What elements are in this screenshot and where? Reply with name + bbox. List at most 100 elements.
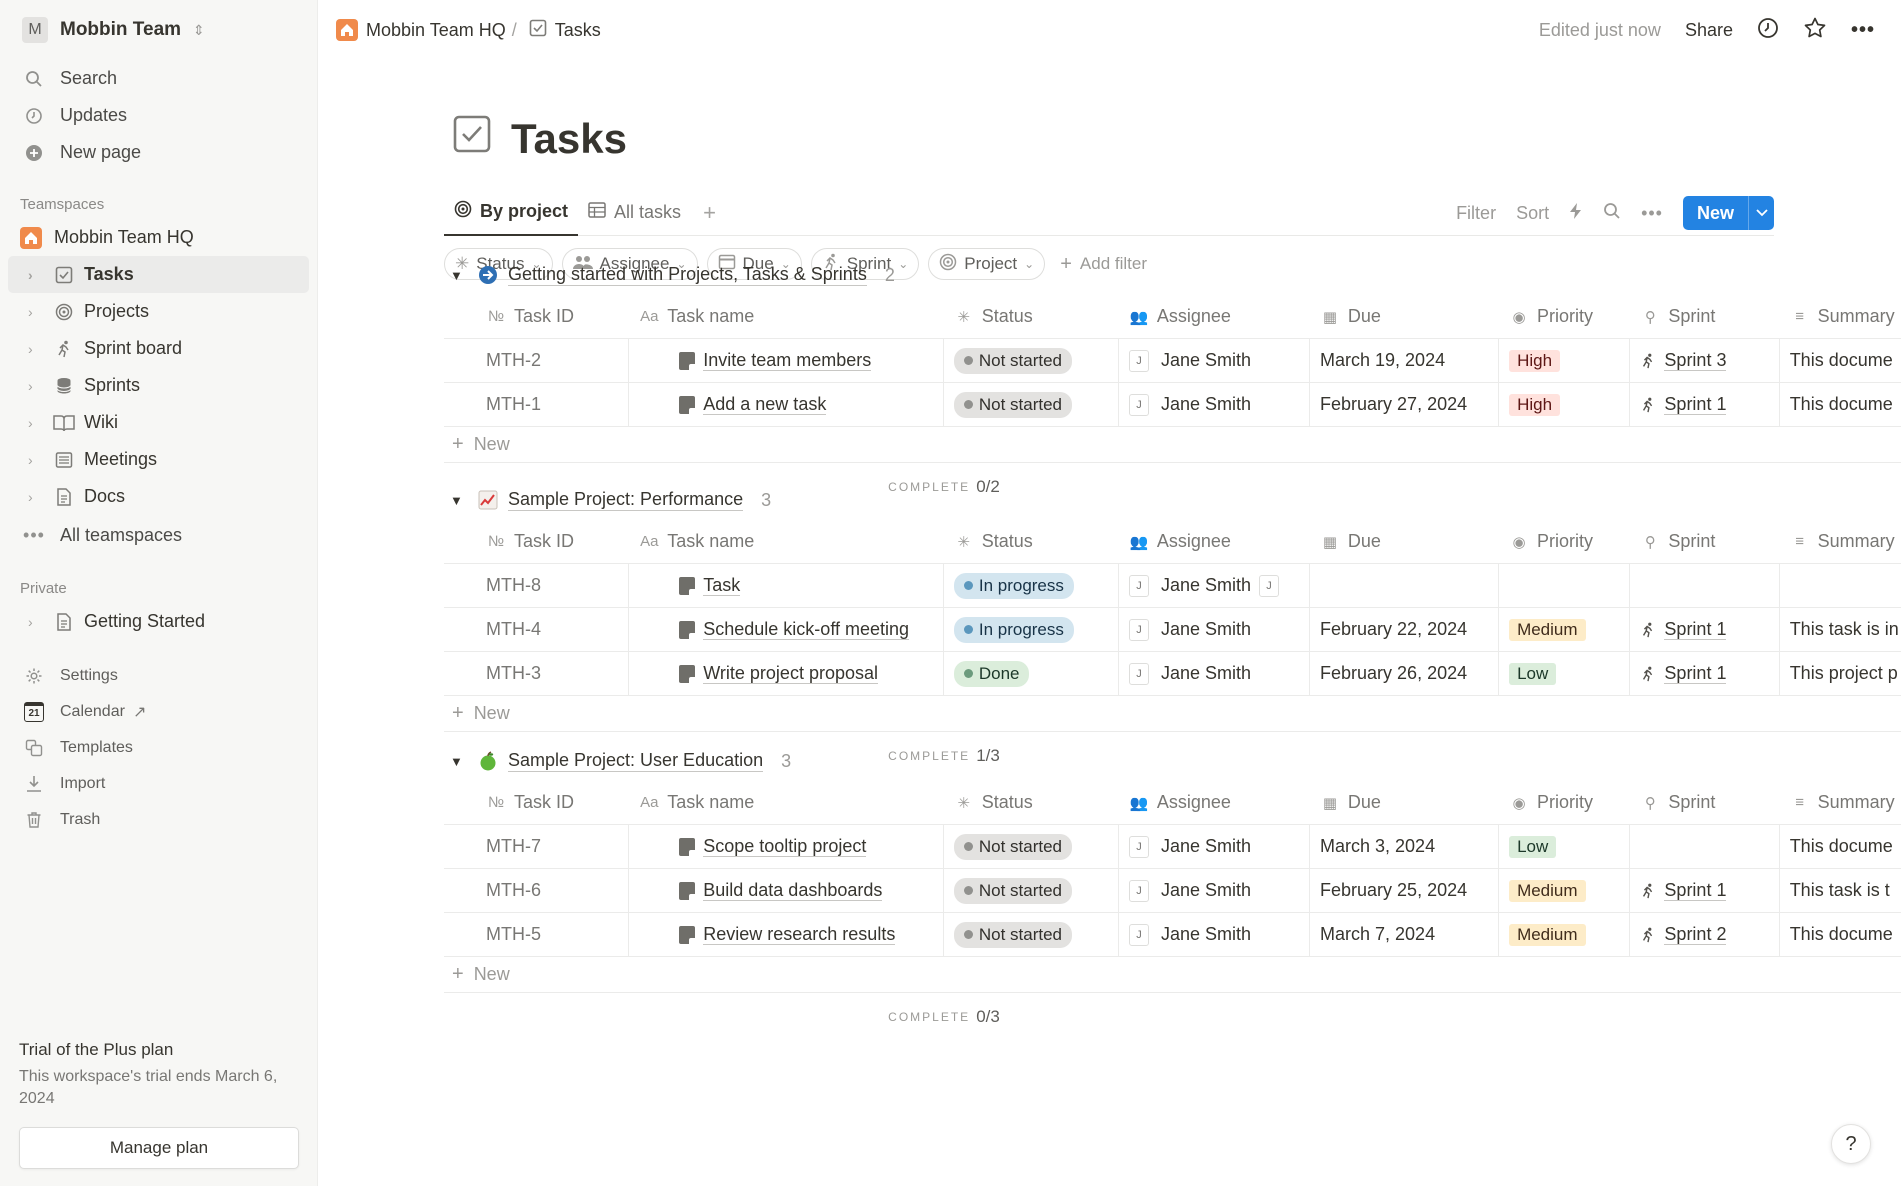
column-header-name[interactable]: Aa Task name bbox=[629, 295, 943, 338]
column-header-due[interactable]: ▦ Due bbox=[1310, 520, 1499, 563]
summary-cell[interactable]: This docume bbox=[1789, 924, 1893, 944]
triangle-down-icon[interactable]: ▼ bbox=[450, 267, 463, 283]
more-horizontal-icon[interactable]: ••• bbox=[1850, 18, 1875, 41]
table-row[interactable]: MTH-6 Build data dashboards Not started J Ja… bbox=[444, 869, 1901, 913]
column-header-sprint[interactable]: ⚲ Sprint bbox=[1630, 520, 1779, 563]
column-header-id[interactable]: № Task ID bbox=[444, 295, 629, 338]
column-header-assignee[interactable]: 👥 Assignee bbox=[1119, 295, 1310, 338]
assignee-cell[interactable]: J Jane Smith bbox=[1119, 652, 1311, 695]
priority-cell[interactable]: Low bbox=[1499, 825, 1631, 868]
summary-cell[interactable] bbox=[1780, 564, 1901, 607]
chevron-right-icon[interactable]: › bbox=[28, 340, 33, 357]
assignee-cell[interactable]: J Jane Smith bbox=[1119, 339, 1311, 382]
sprint-link[interactable]: Sprint 3 bbox=[1664, 350, 1727, 371]
add-view-icon[interactable]: + bbox=[703, 199, 716, 225]
tab-all-tasks[interactable]: All tasks bbox=[578, 190, 691, 236]
summary-cell[interactable]: This docume bbox=[1789, 394, 1893, 414]
workspace-switcher[interactable]: M Mobbin Team ⇕ bbox=[0, 0, 317, 60]
assignee-cell[interactable]: J Jane Smith bbox=[1119, 869, 1311, 912]
priority-cell[interactable]: Medium bbox=[1499, 869, 1631, 912]
due-cell[interactable]: February 26, 2024 bbox=[1310, 652, 1500, 695]
chevron-right-icon[interactable]: › bbox=[28, 451, 33, 468]
sprint-cell[interactable]: Sprint 1 bbox=[1630, 652, 1780, 695]
sidebar-trash[interactable]: Trash bbox=[0, 802, 317, 838]
summary-cell[interactable]: This docume bbox=[1789, 350, 1893, 370]
sidebar-item-getting-started[interactable]: › Getting Started bbox=[8, 603, 309, 640]
more-horizontal-icon[interactable]: ••• bbox=[1641, 202, 1663, 223]
column-header-id[interactable]: № Task ID bbox=[444, 520, 629, 563]
status-cell[interactable]: Not started bbox=[944, 383, 1119, 426]
status-cell[interactable]: Not started bbox=[944, 825, 1119, 868]
assignee-cell[interactable]: J Jane Smith J bbox=[1119, 564, 1311, 607]
summary-cell[interactable]: This task is in bbox=[1789, 619, 1899, 639]
priority-cell[interactable]: Low bbox=[1499, 652, 1631, 695]
filter-assignee[interactable]: Assignee ⌄ bbox=[561, 248, 698, 280]
column-header-sprint[interactable]: ⚲ Sprint bbox=[1630, 295, 1779, 338]
table-row[interactable]: MTH-2 Invite team members Not started J Jane… bbox=[444, 339, 1901, 383]
task-name[interactable]: Add a new task bbox=[703, 394, 827, 415]
assignee-cell[interactable]: J Jane Smith bbox=[1119, 825, 1311, 868]
sidebar-item-sprint-board[interactable]: › Sprint board bbox=[8, 330, 309, 367]
sidebar-item-tasks[interactable]: › Tasks bbox=[8, 256, 309, 293]
status-cell[interactable]: In progress bbox=[944, 564, 1119, 607]
column-header-name[interactable]: Aa Task name bbox=[629, 520, 943, 563]
help-button[interactable]: ? bbox=[1831, 1124, 1871, 1164]
tab-by-project[interactable]: By project bbox=[444, 190, 579, 236]
lightning-icon[interactable] bbox=[1569, 202, 1583, 225]
assignee-cell[interactable]: J Jane Smith bbox=[1119, 913, 1311, 956]
filter-button[interactable]: Filter bbox=[1456, 202, 1497, 223]
chevron-right-icon[interactable]: › bbox=[28, 303, 33, 320]
share-button[interactable]: Share bbox=[1684, 19, 1733, 40]
task-name[interactable]: Review research results bbox=[703, 924, 896, 945]
column-header-id[interactable]: № Task ID bbox=[444, 781, 629, 824]
column-header-due[interactable]: ▦ Due bbox=[1310, 781, 1499, 824]
sidebar-all-teamspaces[interactable]: ••• All teamspaces bbox=[0, 515, 317, 555]
new-button[interactable]: New bbox=[1682, 196, 1774, 230]
sidebar-item-sprints[interactable]: › Sprints bbox=[8, 367, 309, 404]
sprint-cell[interactable]: Sprint 1 bbox=[1630, 383, 1780, 426]
sprint-link[interactable]: Sprint 1 bbox=[1664, 619, 1727, 640]
summary-cell[interactable]: This project p bbox=[1789, 663, 1898, 683]
sprint-cell[interactable] bbox=[1630, 825, 1780, 868]
status-cell[interactable]: Not started bbox=[944, 339, 1119, 382]
task-name[interactable]: Task bbox=[703, 575, 741, 596]
due-cell[interactable]: February 25, 2024 bbox=[1310, 869, 1500, 912]
table-row[interactable]: MTH-4 Schedule kick-off meeting In progres… bbox=[444, 608, 1901, 652]
sprint-cell[interactable] bbox=[1630, 564, 1780, 607]
sidebar-new-page[interactable]: New page bbox=[0, 134, 317, 171]
group-name[interactable]: Getting started with Projects, Tasks & S… bbox=[508, 264, 867, 286]
column-header-status[interactable]: ✳ Status bbox=[944, 781, 1119, 824]
status-cell[interactable]: Not started bbox=[944, 869, 1119, 912]
sort-button[interactable]: Sort bbox=[1516, 202, 1550, 223]
task-name[interactable]: Scope tooltip project bbox=[703, 836, 867, 857]
add-row-button[interactable]: + New bbox=[444, 427, 1901, 463]
sprint-link[interactable]: Sprint 1 bbox=[1664, 880, 1727, 901]
triangle-down-icon[interactable]: ▼ bbox=[450, 492, 463, 508]
column-header-summary[interactable]: ≡ Summary bbox=[1780, 781, 1901, 824]
sprint-cell[interactable]: Sprint 3 bbox=[1630, 339, 1780, 382]
table-row[interactable]: MTH-5 Review research results Not started J… bbox=[444, 913, 1901, 957]
task-name[interactable]: Schedule kick-off meeting bbox=[703, 619, 910, 640]
sidebar-import[interactable]: Import bbox=[0, 766, 317, 802]
sprint-link[interactable]: Sprint 2 bbox=[1664, 924, 1727, 945]
table-row[interactable]: MTH-7 Scope tooltip project Not started J Ja… bbox=[444, 825, 1901, 869]
add-row-button[interactable]: + New bbox=[444, 957, 1901, 993]
sprint-cell[interactable]: Sprint 2 bbox=[1630, 913, 1780, 956]
column-header-assignee[interactable]: 👥 Assignee bbox=[1119, 781, 1310, 824]
assignee-cell[interactable]: J Jane Smith bbox=[1119, 383, 1311, 426]
chevron-down-icon[interactable] bbox=[1748, 196, 1774, 230]
due-cell[interactable]: March 19, 2024 bbox=[1310, 339, 1500, 382]
sidebar-updates[interactable]: Updates bbox=[0, 97, 317, 134]
sidebar-templates[interactable]: Templates bbox=[0, 730, 317, 766]
task-name-cell[interactable]: Add a new task bbox=[629, 383, 944, 426]
group-header[interactable]: ▼ Sample Project: User Education 3 bbox=[444, 741, 1901, 781]
search-icon[interactable] bbox=[1603, 202, 1621, 225]
table-row[interactable]: MTH-1 Add a new task Not started J Jane Smit… bbox=[444, 383, 1901, 427]
task-name-cell[interactable]: Build data dashboards bbox=[629, 869, 944, 912]
chevron-right-icon[interactable]: › bbox=[28, 266, 33, 283]
new-button-label[interactable]: New bbox=[1696, 202, 1734, 223]
sidebar-item-meetings[interactable]: › Meetings bbox=[8, 441, 309, 478]
priority-cell[interactable] bbox=[1499, 564, 1631, 607]
priority-cell[interactable]: Medium bbox=[1499, 608, 1631, 651]
add-filter-button[interactable]: + Add filter bbox=[1060, 253, 1147, 276]
